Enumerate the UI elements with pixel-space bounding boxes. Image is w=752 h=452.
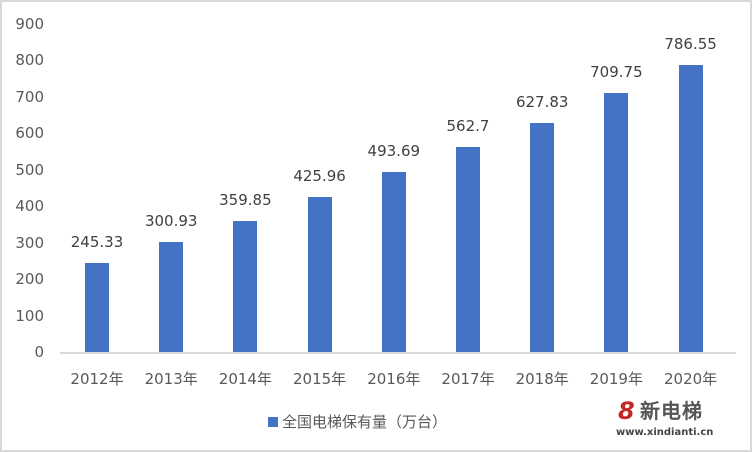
data-label: 786.55	[664, 35, 717, 54]
data-label: 359.85	[219, 190, 272, 209]
y-tick-label: 300	[15, 233, 44, 252]
bar	[381, 172, 406, 352]
y-tick-label: 600	[15, 124, 44, 143]
logo-icon: 8	[618, 397, 635, 425]
bar	[85, 262, 109, 352]
data-label: 245.33	[70, 232, 124, 251]
legend-label: 全国电梯保有量（万台）	[282, 413, 448, 431]
data-label: 709.75	[590, 63, 643, 82]
bar	[678, 65, 703, 352]
data-label: 300.93	[144, 212, 198, 231]
legend: 全国电梯保有量（万台）	[268, 411, 447, 432]
x-tick-label: 2013年	[144, 370, 198, 388]
data-label: 562.7	[446, 116, 490, 135]
y-tick-label: 700	[15, 87, 44, 106]
bar	[307, 196, 332, 352]
y-tick-label: 100	[15, 306, 44, 325]
y-tick-label: 200	[15, 270, 44, 289]
bar	[604, 93, 629, 352]
data-label: 627.83	[515, 93, 569, 112]
data-label: 425.96	[293, 166, 346, 185]
bar	[456, 146, 480, 352]
y-tick-label: 900	[15, 15, 44, 33]
y-tick-label: 800	[15, 51, 44, 70]
bar	[233, 220, 258, 352]
x-tick-label: 2016年	[367, 370, 421, 388]
y-tick-label: 400	[15, 197, 44, 216]
x-axis-line	[60, 352, 736, 354]
x-tick-label: 2015年	[293, 370, 347, 388]
y-tick-label: 0	[34, 343, 44, 361]
y-tick-label: 500	[15, 160, 44, 179]
data-label: 493.69	[367, 142, 421, 161]
watermark: 8 新电梯 www.xindianti.cn	[612, 395, 742, 445]
bar	[159, 242, 184, 352]
legend-swatch-icon	[268, 416, 278, 427]
x-tick-label: 2014年	[218, 370, 272, 388]
x-tick-label: 2012年	[70, 370, 124, 388]
x-tick-label: 2019年	[589, 370, 643, 388]
bar	[530, 123, 555, 352]
x-tick-label: 2020年	[664, 370, 718, 388]
x-tick-label: 2017年	[441, 370, 495, 388]
watermark-url: www.xindianti.cn	[616, 427, 714, 438]
watermark-title: 新电梯	[640, 399, 703, 423]
x-tick-label: 2018年	[515, 370, 569, 388]
